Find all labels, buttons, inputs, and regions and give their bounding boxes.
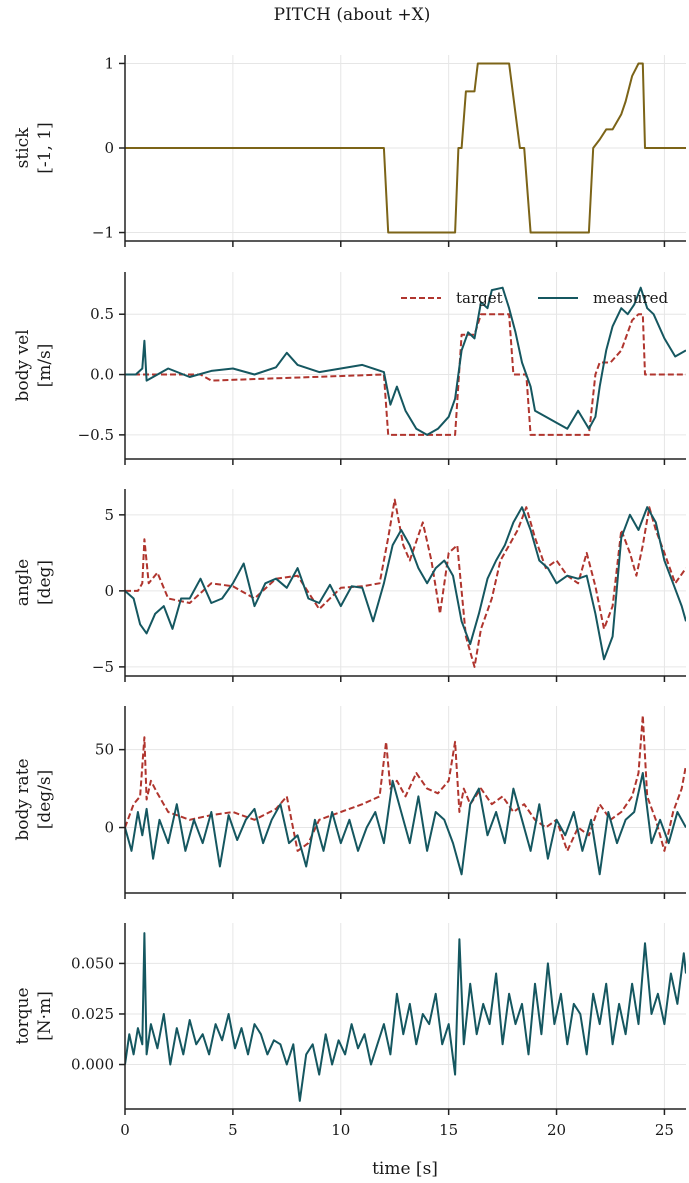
y-tick-label: 0 bbox=[104, 582, 114, 600]
panel-1: 0.5 0.0 −0.5 body vel [m/s] target measured bbox=[13, 272, 686, 465]
panel-4: 0.050 0.025 0.000 0 5 10 15 20 25 torque [N·m] bbox=[13, 923, 686, 1139]
series-measured-line bbox=[125, 506, 686, 661]
y-axis-label-line-1: stick bbox=[13, 127, 33, 169]
y-axis-label: body vel [m/s] bbox=[13, 329, 55, 401]
y-tick-label: −0.5 bbox=[78, 426, 114, 444]
legend-label-measured: measured bbox=[593, 289, 668, 307]
y-axis-label-line-2: [m/s] bbox=[35, 344, 55, 388]
x-tick-label: 0 bbox=[120, 1121, 130, 1139]
figure-title: PITCH (about +X) bbox=[274, 5, 431, 25]
series-measured-line bbox=[125, 286, 686, 436]
y-axis-label-line-2: [N·m] bbox=[35, 991, 55, 1041]
y-tick-label: −1 bbox=[92, 224, 114, 242]
y-tick-label: 1 bbox=[104, 54, 114, 72]
y-tick-label: −5 bbox=[92, 658, 114, 676]
y-tick-label: 0 bbox=[104, 139, 114, 157]
y-axis-label: angle [deg] bbox=[13, 559, 55, 606]
x-tick-label: 10 bbox=[331, 1121, 350, 1139]
y-axis-label-line-1: angle bbox=[13, 559, 33, 606]
y-axis-label: torque [N·m] bbox=[13, 987, 55, 1044]
y-axis-label: body rate [deg/s] bbox=[13, 758, 55, 840]
y-tick-label: 0.0 bbox=[90, 366, 114, 384]
series-stick-line bbox=[125, 62, 686, 234]
x-tick-label: 25 bbox=[655, 1121, 674, 1139]
x-tick-label: 5 bbox=[228, 1121, 238, 1139]
y-axis-label-line-1: body vel bbox=[13, 329, 33, 401]
y-axis-label: stick [-1, 1] bbox=[13, 122, 55, 173]
panel-2: 5 0 −5 angle [deg] bbox=[13, 489, 686, 682]
series-measured-line bbox=[125, 772, 686, 876]
y-tick-label: 0.5 bbox=[90, 305, 114, 323]
y-tick-label: 0.000 bbox=[71, 1056, 114, 1074]
series-target-line bbox=[125, 498, 686, 668]
y-axis-label-line-1: torque bbox=[13, 987, 33, 1044]
y-axis-label-line-2: [deg] bbox=[35, 560, 55, 605]
legend-label-target: target bbox=[456, 289, 503, 307]
panel-0: 1 0 −1 stick [-1, 1] bbox=[13, 54, 686, 247]
y-tick-label: 0 bbox=[104, 819, 114, 837]
y-tick-label: 0.025 bbox=[71, 1005, 114, 1023]
x-tick-label: 15 bbox=[439, 1121, 458, 1139]
series-measured-line bbox=[125, 932, 686, 1102]
y-axis-label-line-2: [deg/s] bbox=[35, 770, 55, 830]
y-tick-label: 0.050 bbox=[71, 954, 114, 972]
x-axis-label: time [s] bbox=[372, 1159, 438, 1179]
panel-3: 50 0 body rate [deg/s] bbox=[13, 706, 686, 899]
y-axis-label-line-2: [-1, 1] bbox=[35, 122, 55, 173]
y-axis-label-line-1: body rate bbox=[13, 758, 33, 840]
x-tick-label: 20 bbox=[547, 1121, 566, 1139]
legend: target measured bbox=[401, 289, 668, 307]
y-tick-label: 50 bbox=[95, 741, 114, 759]
y-tick-label: 5 bbox=[104, 506, 114, 524]
